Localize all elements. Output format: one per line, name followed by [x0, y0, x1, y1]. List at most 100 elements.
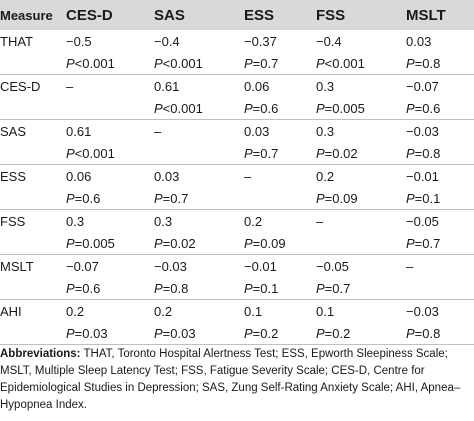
header-ces-d: CES-D — [62, 0, 150, 30]
table-row-r: SAS 0.61 – 0.03 0.3 −0.03 — [0, 120, 474, 143]
correlation-table: Measure CES-D SAS ESS FSS MSLT THAT −0.5 −… — [0, 0, 474, 345]
p-value: P<0.001 — [62, 142, 150, 165]
correlation-value: −0.01 — [406, 168, 439, 184]
table-body: THAT −0.5 −0.4 −0.37 −0.4 0.03 P<0.001 P<0.001 P… — [0, 30, 474, 345]
correlation-value: 0.2 — [66, 303, 85, 319]
p-value: P<0.001 — [312, 52, 402, 75]
p-value: P=0.09 — [240, 232, 312, 255]
p-value: P=0.6 — [240, 97, 312, 120]
correlation-value: 0.3 — [316, 123, 335, 139]
correlation-value: 0.03 — [406, 33, 432, 49]
correlation-table-container: Measure CES-D SAS ESS FSS MSLT THAT −0.5 −… — [0, 0, 474, 345]
table-row-p: P<0.001 P<0.001 P=0.7 P<0.001 P=0.8 — [0, 52, 474, 75]
p-value: P=0.03 — [150, 322, 240, 345]
p-value: P=0.6 — [62, 277, 150, 300]
row-label-empty — [0, 142, 62, 165]
header-sas: SAS — [150, 0, 240, 30]
p-value — [402, 277, 474, 300]
row-label: ESS — [0, 168, 27, 184]
correlation-value: −0.01 — [244, 258, 277, 274]
p-value: P=0.2 — [240, 322, 312, 345]
row-label: CES-D — [0, 78, 41, 94]
header-ess: ESS — [240, 0, 312, 30]
correlation-value: −0.03 — [406, 303, 439, 319]
table-row-r: CES-D – 0.61 0.06 0.3 −0.07 — [0, 75, 474, 98]
correlation-value: – — [154, 123, 162, 139]
correlation-value: 0.06 — [244, 78, 270, 94]
row-label-empty — [0, 187, 62, 210]
correlation-value: 0.3 — [316, 78, 335, 94]
p-value: P=0.8 — [150, 277, 240, 300]
correlation-value: −0.07 — [66, 258, 99, 274]
correlation-value: −0.03 — [154, 258, 187, 274]
p-value — [240, 187, 312, 210]
correlation-value: 0.03 — [154, 168, 180, 184]
p-value: P=0.7 — [240, 52, 312, 75]
correlation-value: 0.61 — [154, 78, 180, 94]
row-label-empty — [0, 277, 62, 300]
p-value: P=0.005 — [62, 232, 150, 255]
p-value: P=0.7 — [240, 142, 312, 165]
p-value — [62, 97, 150, 120]
correlation-value: −0.05 — [406, 213, 439, 229]
header-measure: Measure — [0, 0, 62, 30]
correlation-value: 0.06 — [66, 168, 92, 184]
row-label: MSLT — [0, 258, 34, 274]
correlation-value: 0.2 — [316, 168, 335, 184]
correlation-value: −0.03 — [406, 123, 439, 139]
p-value: P=0.8 — [402, 52, 474, 75]
correlation-value: −0.4 — [316, 33, 342, 49]
p-value: P<0.001 — [150, 52, 240, 75]
correlation-value: −0.5 — [66, 33, 92, 49]
table-header-row: Measure CES-D SAS ESS FSS MSLT — [0, 0, 474, 30]
correlation-value: 0.1 — [244, 303, 263, 319]
table-row-r: THAT −0.5 −0.4 −0.37 −0.4 0.03 — [0, 30, 474, 52]
table-row-r: MSLT −0.07 −0.03 −0.01 −0.05 – — [0, 255, 474, 278]
p-value: P=0.02 — [312, 142, 402, 165]
p-value: P=0.005 — [312, 97, 402, 120]
correlation-value: 0.3 — [154, 213, 173, 229]
p-value: P=0.8 — [402, 322, 474, 345]
row-label: AHI — [0, 303, 22, 319]
correlation-value: −0.4 — [154, 33, 180, 49]
correlation-value: −0.37 — [244, 33, 277, 49]
p-value: P<0.001 — [150, 97, 240, 120]
correlation-value: 0.3 — [66, 213, 85, 229]
table-row-p: P<0.001 P=0.6 P=0.005 P=0.6 — [0, 97, 474, 120]
correlation-value: −0.05 — [316, 258, 349, 274]
table-row-p: P=0.6 P=0.8 P=0.1 P=0.7 — [0, 277, 474, 300]
correlation-value: – — [406, 258, 414, 274]
row-label-empty — [0, 232, 62, 255]
p-value: P=0.1 — [240, 277, 312, 300]
p-value: P<0.001 — [62, 52, 150, 75]
header-fss: FSS — [312, 0, 402, 30]
row-label-empty — [0, 322, 62, 345]
correlation-value: – — [244, 168, 252, 184]
correlation-value: – — [66, 78, 74, 94]
p-value: P=0.2 — [312, 322, 402, 345]
table-row-p: P=0.6 P=0.7 P=0.09 P=0.1 — [0, 187, 474, 210]
table-row-r: ESS 0.06 0.03 – 0.2 −0.01 — [0, 165, 474, 188]
footnote-text: THAT, Toronto Hospital Alertness Test; E… — [0, 348, 461, 411]
row-label: SAS — [0, 123, 27, 139]
table-row-r: AHI 0.2 0.2 0.1 0.1 −0.03 — [0, 300, 474, 323]
correlation-value: 0.03 — [244, 123, 270, 139]
p-value: P=0.6 — [62, 187, 150, 210]
p-value: P=0.09 — [312, 187, 402, 210]
p-value: P=0.7 — [150, 187, 240, 210]
p-value: P=0.7 — [402, 232, 474, 255]
p-value: P=0.02 — [150, 232, 240, 255]
correlation-value: 0.1 — [316, 303, 335, 319]
correlation-value: 0.61 — [66, 123, 92, 139]
p-value — [150, 142, 240, 165]
abbreviations-footnote: Abbreviations: THAT, Toronto Hospital Al… — [0, 346, 474, 414]
correlation-value: 0.2 — [244, 213, 263, 229]
table-row-p: P=0.005 P=0.02 P=0.09 P=0.7 — [0, 232, 474, 255]
p-value: P=0.8 — [402, 142, 474, 165]
header-mslt: MSLT — [402, 0, 474, 30]
correlation-value: – — [316, 213, 324, 229]
correlation-value: 0.2 — [154, 303, 173, 319]
table-row-p: P<0.001 P=0.7 P=0.02 P=0.8 — [0, 142, 474, 165]
table-row-p: P=0.03 P=0.03 P=0.2 P=0.2 P=0.8 — [0, 322, 474, 345]
row-label-empty — [0, 97, 62, 120]
